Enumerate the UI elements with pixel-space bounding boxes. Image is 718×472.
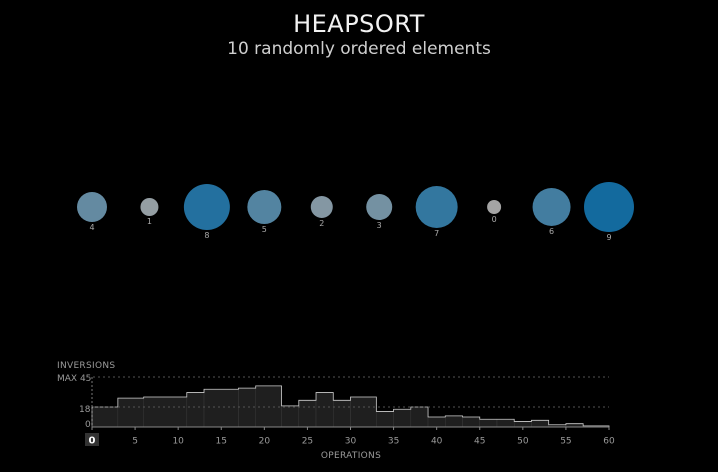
histogram-bar bbox=[203, 388, 239, 428]
histogram-bar bbox=[410, 406, 429, 428]
histogram-bar bbox=[315, 392, 334, 428]
element-item: 4 bbox=[77, 192, 107, 232]
histogram bbox=[91, 385, 610, 428]
element-label: 2 bbox=[319, 219, 324, 228]
element-array: 4 1 8 5 2 3 7 0 6 9 bbox=[77, 182, 634, 242]
x-axis-label: OPERATIONS bbox=[321, 451, 381, 461]
x-tick-label: 45 bbox=[474, 437, 485, 447]
element-circle bbox=[140, 198, 159, 216]
histogram-bar bbox=[427, 416, 446, 428]
histogram-bar bbox=[445, 415, 463, 428]
x-ticks: 5 10 15 20 25 30 35 40 45 50 55 60 bbox=[91, 427, 615, 447]
element-circle bbox=[487, 200, 502, 214]
current-operation-marker[interactable]: 0 bbox=[85, 433, 99, 447]
element-item: 2 bbox=[310, 196, 333, 228]
element-item: 1 bbox=[140, 198, 159, 226]
inversions-chart: INVERSIONS MAX 45 18 0 OPERATIONS 5 10 15 2… bbox=[57, 361, 615, 461]
element-item: 8 bbox=[183, 184, 230, 240]
histogram-bar bbox=[393, 408, 412, 428]
element-circle bbox=[584, 182, 634, 232]
x-tick-label: 15 bbox=[216, 437, 227, 447]
element-circle bbox=[77, 192, 107, 222]
histogram-bar bbox=[496, 418, 515, 428]
element-label: 3 bbox=[377, 221, 382, 230]
current-operation-label: 0 bbox=[89, 436, 96, 447]
histogram-bar bbox=[376, 411, 394, 428]
histogram-bar bbox=[479, 418, 498, 428]
histogram-bar bbox=[350, 396, 377, 428]
element-label: 9 bbox=[606, 233, 611, 242]
histogram-bar bbox=[255, 385, 282, 428]
x-tick-label: 55 bbox=[560, 437, 571, 447]
histogram-bar bbox=[298, 400, 317, 428]
histogram-bar bbox=[513, 421, 532, 428]
element-item: 3 bbox=[366, 194, 393, 230]
max-label: MAX 45 bbox=[57, 374, 91, 384]
element-label: 5 bbox=[262, 225, 267, 234]
x-tick-label: 25 bbox=[302, 437, 313, 447]
element-label: 7 bbox=[434, 229, 439, 238]
element-label: 4 bbox=[89, 223, 94, 232]
x-tick-label: 50 bbox=[517, 437, 529, 447]
element-item: 7 bbox=[415, 186, 458, 238]
element-label: 8 bbox=[204, 231, 209, 240]
histogram-bar bbox=[238, 387, 256, 428]
x-tick-label: 5 bbox=[132, 437, 138, 447]
element-circle bbox=[532, 188, 571, 226]
histogram-bar bbox=[462, 416, 480, 428]
x-tick-label: 60 bbox=[603, 437, 615, 447]
element-label: 1 bbox=[147, 217, 152, 226]
element-label: 6 bbox=[549, 227, 554, 236]
element-item: 6 bbox=[532, 188, 571, 236]
element-item: 9 bbox=[584, 182, 634, 242]
histogram-bar bbox=[143, 396, 188, 428]
element-circle bbox=[183, 184, 230, 230]
histogram-bar bbox=[186, 392, 205, 428]
page-title: HEAPSORT bbox=[293, 10, 425, 38]
element-item: 0 bbox=[487, 200, 502, 224]
y-axis-label: INVERSIONS bbox=[57, 361, 115, 371]
page-subtitle: 10 randomly ordered elements bbox=[227, 39, 491, 59]
element-circle bbox=[247, 190, 282, 224]
element-circle bbox=[310, 196, 333, 218]
histogram-bar bbox=[117, 397, 144, 428]
histogram-outline bbox=[91, 385, 610, 427]
x-tick-label: 35 bbox=[388, 437, 399, 447]
histogram-bar bbox=[91, 406, 119, 428]
element-item: 5 bbox=[247, 190, 282, 234]
reference-value-label: 18 bbox=[79, 405, 91, 415]
x-tick-label: 10 bbox=[172, 437, 184, 447]
histogram-bar bbox=[281, 405, 300, 428]
histogram-bar bbox=[333, 400, 351, 428]
element-circle bbox=[415, 186, 458, 228]
x-tick-label: 30 bbox=[345, 437, 357, 447]
element-label: 0 bbox=[492, 215, 497, 224]
x-tick-label: 20 bbox=[259, 437, 271, 447]
zero-value-label: 0 bbox=[85, 420, 91, 430]
x-tick-label: 40 bbox=[431, 437, 443, 447]
element-circle bbox=[366, 194, 393, 220]
histogram-bar bbox=[531, 420, 549, 428]
current-operation-box bbox=[85, 433, 99, 446]
